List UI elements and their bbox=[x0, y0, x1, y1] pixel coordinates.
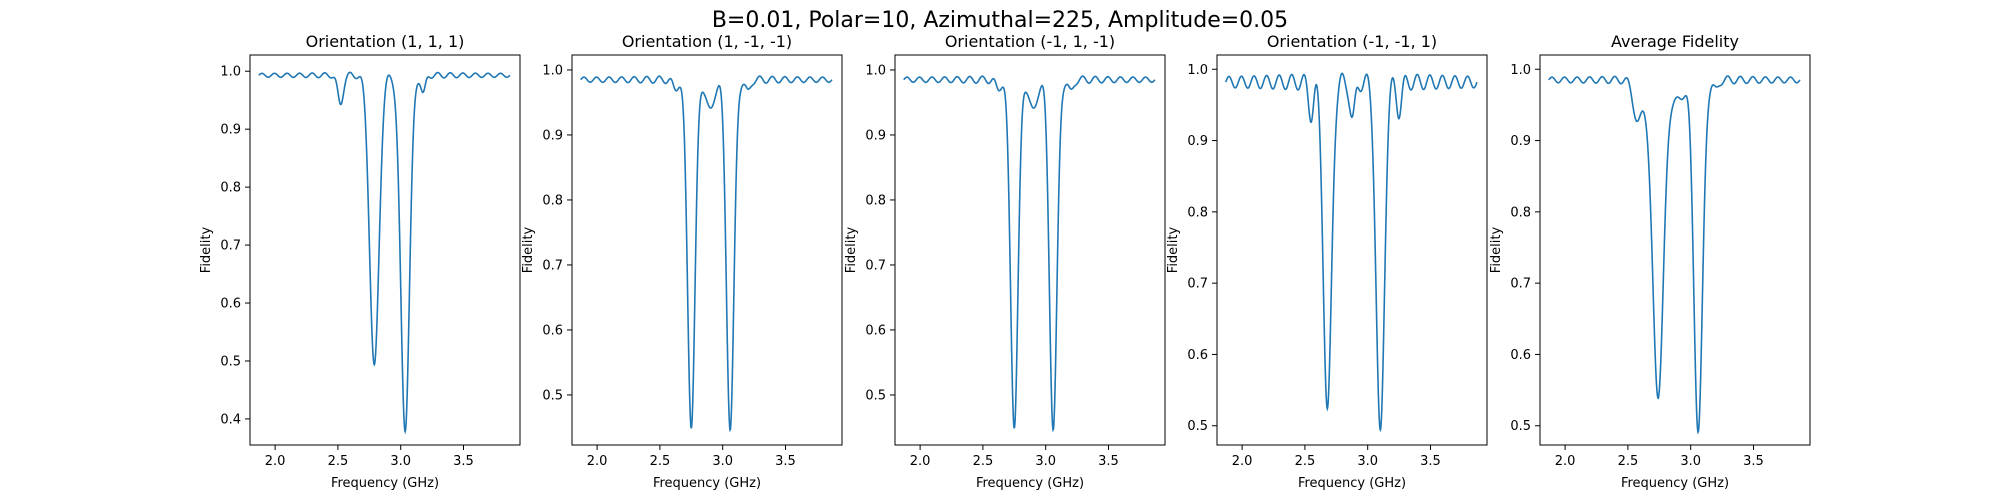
y-tick-label: 0.7 bbox=[220, 239, 241, 254]
x-tick-label: 2.0 bbox=[910, 454, 931, 469]
y-tick-label: 0.8 bbox=[542, 193, 563, 208]
y-tick-label: 1.0 bbox=[1510, 63, 1531, 78]
y-tick-label: 0.9 bbox=[1187, 134, 1208, 149]
fidelity-line bbox=[1548, 75, 1801, 435]
x-tick-label: 3.0 bbox=[390, 454, 411, 469]
y-tick-label: 0.5 bbox=[865, 388, 886, 403]
y-tick-label: 0.9 bbox=[542, 128, 563, 143]
x-tick-label: 2.0 bbox=[1232, 454, 1253, 469]
x-axis-label: Frequency (GHz) bbox=[653, 476, 761, 491]
y-axis: 0.5 0.6 0.7 0.8 0.9 1.0 bbox=[1187, 63, 1217, 434]
x-tick-label: 3.0 bbox=[1357, 454, 1378, 469]
x-tick-label: 3.5 bbox=[775, 454, 796, 469]
x-axis-label: Frequency (GHz) bbox=[331, 476, 439, 491]
subplot-4: Orientation (-1, -1, 1)2.0 2.5 3.0 3.50.50.… bbox=[1166, 32, 1488, 491]
subplot-2: Orientation (1, -1, -1)2.0 2.5 3.0 3.50.50.… bbox=[521, 32, 843, 491]
x-axis: 2.0 2.5 3.0 3.5 bbox=[1232, 445, 1441, 469]
x-tick-label: 2.0 bbox=[587, 454, 608, 469]
figure-suptitle: B=0.01, Polar=10, Azimuthal=225, Amplitu… bbox=[712, 8, 1288, 33]
y-tick-label: 0.6 bbox=[1187, 348, 1208, 363]
axes-frame bbox=[894, 54, 1166, 446]
fidelity-line bbox=[580, 75, 833, 433]
y-tick-label: 1.0 bbox=[865, 63, 886, 78]
y-tick-label: 0.7 bbox=[1510, 277, 1531, 292]
y-tick-label: 0.9 bbox=[220, 123, 241, 138]
x-tick-label: 2.5 bbox=[328, 454, 349, 469]
y-axis-label: Fidelity bbox=[844, 226, 859, 273]
y-tick-label: 0.7 bbox=[542, 258, 563, 273]
y-tick-label: 0.4 bbox=[220, 412, 241, 427]
x-tick-label: 2.5 bbox=[973, 454, 994, 469]
subplot-5: Average Fidelity 2.0 2.5 3.0 3.5 0.5 0.6 0.7 0.8… bbox=[1489, 32, 1811, 491]
x-axis-label: Frequency (GHz) bbox=[976, 476, 1084, 491]
subplot-title: Orientation (1, 1, 1) bbox=[306, 32, 465, 51]
subplot-grid: Orientation (1, 1, 1)2.0 2.5 3.0 3.50.40.50… bbox=[199, 32, 1811, 491]
x-tick-label: 3.0 bbox=[1035, 454, 1056, 469]
y-tick-label: 0.6 bbox=[1510, 348, 1531, 363]
y-tick-label: 0.9 bbox=[865, 128, 886, 143]
subplot-3: Orientation (-1, 1, -1)2.0 2.5 3.0 3.50.50.… bbox=[844, 32, 1166, 491]
x-tick-label: 2.5 bbox=[1295, 454, 1316, 469]
y-axis: 0.5 0.6 0.7 0.8 0.9 1.0 bbox=[1510, 63, 1540, 434]
subplot-title: Orientation (-1, -1, 1) bbox=[1267, 32, 1437, 51]
x-tick-label: 2.5 bbox=[1618, 454, 1639, 469]
y-tick-label: 0.6 bbox=[542, 323, 563, 338]
x-tick-label: 3.0 bbox=[712, 454, 733, 469]
y-tick-label: 0.8 bbox=[1510, 205, 1531, 220]
y-axis-label: Fidelity bbox=[1489, 226, 1504, 273]
axes-frame bbox=[1539, 54, 1811, 446]
x-tick-label: 2.5 bbox=[650, 454, 671, 469]
x-tick-label: 2.0 bbox=[1555, 454, 1576, 469]
y-tick-label: 0.5 bbox=[542, 388, 563, 403]
y-tick-label: 0.6 bbox=[220, 297, 241, 312]
x-tick-label: 3.5 bbox=[1743, 454, 1764, 469]
y-tick-label: 0.5 bbox=[220, 354, 241, 369]
y-tick-label: 0.8 bbox=[220, 181, 241, 196]
x-tick-label: 3.5 bbox=[1420, 454, 1441, 469]
y-axis: 0.5 0.6 0.7 0.8 0.9 1.0 bbox=[542, 63, 572, 403]
y-axis-label: Fidelity bbox=[1166, 226, 1181, 273]
x-axis: 2.0 2.5 3.0 3.5 bbox=[265, 445, 474, 469]
y-axis: 0.4 0.5 0.6 0.7 0.8 0.9 1.0 bbox=[220, 65, 250, 427]
y-axis-label: Fidelity bbox=[521, 226, 536, 273]
axes-frame bbox=[1216, 54, 1488, 446]
y-tick-label: 0.7 bbox=[865, 258, 886, 273]
subplot-1: Orientation (1, 1, 1)2.0 2.5 3.0 3.50.40.50… bbox=[199, 32, 521, 491]
x-axis-label: Frequency (GHz) bbox=[1298, 476, 1406, 491]
axes-frame bbox=[249, 54, 521, 446]
x-axis-label: Frequency (GHz) bbox=[1621, 476, 1729, 491]
y-tick-label: 1.0 bbox=[220, 65, 241, 80]
fidelity-line bbox=[903, 75, 1156, 433]
y-axis: 0.5 0.6 0.7 0.8 0.9 1.0 bbox=[865, 63, 895, 403]
y-tick-label: 0.6 bbox=[865, 323, 886, 338]
y-axis-label: Fidelity bbox=[199, 226, 214, 273]
subplot-title: Average Fidelity bbox=[1611, 32, 1739, 51]
axes-frame bbox=[571, 54, 843, 446]
x-tick-label: 3.5 bbox=[453, 454, 474, 469]
fidelity-line bbox=[258, 71, 511, 435]
y-tick-label: 0.9 bbox=[1510, 134, 1531, 149]
y-tick-label: 0.5 bbox=[1187, 419, 1208, 434]
fidelity-line bbox=[1225, 72, 1478, 433]
y-tick-label: 0.8 bbox=[865, 193, 886, 208]
y-tick-label: 1.0 bbox=[542, 63, 563, 78]
y-tick-label: 0.8 bbox=[1187, 205, 1208, 220]
y-tick-label: 0.7 bbox=[1187, 277, 1208, 292]
x-tick-label: 3.0 bbox=[1680, 454, 1701, 469]
x-axis: 2.0 2.5 3.0 3.5 bbox=[1555, 445, 1764, 469]
x-axis: 2.0 2.5 3.0 3.5 bbox=[587, 445, 796, 469]
x-tick-label: 3.5 bbox=[1098, 454, 1119, 469]
subplot-title: Orientation (1, -1, -1) bbox=[622, 32, 792, 51]
x-axis: 2.0 2.5 3.0 3.5 bbox=[910, 445, 1119, 469]
y-tick-label: 1.0 bbox=[1187, 63, 1208, 78]
y-tick-label: 0.5 bbox=[1510, 419, 1531, 434]
x-tick-label: 2.0 bbox=[265, 454, 286, 469]
subplot-title: Orientation (-1, 1, -1) bbox=[945, 32, 1115, 51]
